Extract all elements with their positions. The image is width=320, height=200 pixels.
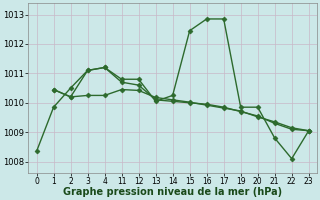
X-axis label: Graphe pression niveau de la mer (hPa): Graphe pression niveau de la mer (hPa) xyxy=(63,187,282,197)
